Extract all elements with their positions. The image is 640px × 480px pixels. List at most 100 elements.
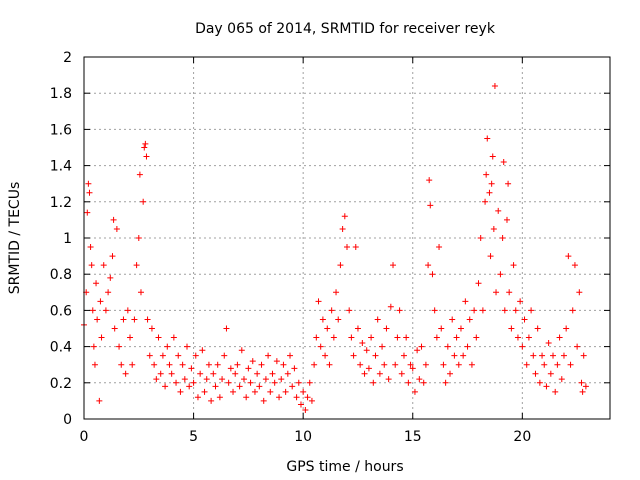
data-point [251, 388, 258, 395]
data-point [409, 365, 416, 372]
data-point [484, 135, 491, 142]
data-point [563, 325, 570, 332]
data-point [295, 379, 302, 386]
y-tick-label: 1.6 [50, 122, 72, 138]
data-point [113, 225, 120, 232]
data-point [582, 383, 589, 390]
data-point [488, 180, 495, 187]
data-point [365, 365, 372, 372]
data-point [223, 325, 230, 332]
y-tick-label: 0.8 [50, 267, 72, 283]
data-point [420, 379, 427, 386]
data-point [479, 307, 486, 314]
data-point [326, 361, 333, 368]
data-point [107, 274, 114, 281]
data-point [471, 307, 478, 314]
data-point [341, 213, 348, 220]
data-point [396, 307, 403, 314]
data-point [508, 325, 515, 332]
data-point [387, 303, 394, 310]
data-point [210, 370, 217, 377]
data-point [558, 376, 565, 383]
data-point [297, 401, 304, 408]
data-point [124, 307, 131, 314]
data-point [91, 361, 98, 368]
data-point [153, 376, 160, 383]
data-point [219, 376, 226, 383]
data-point [348, 334, 355, 341]
data-point [530, 352, 537, 359]
data-point [194, 394, 201, 401]
data-point [411, 388, 418, 395]
data-point [547, 370, 554, 377]
data-point [579, 388, 586, 395]
data-point [499, 235, 506, 241]
data-point [444, 343, 451, 350]
data-point [460, 352, 467, 359]
data-point [486, 189, 493, 196]
data-point [97, 298, 104, 305]
data-point [306, 379, 313, 386]
data-point [135, 235, 142, 241]
y-tick-label: 0.4 [50, 340, 72, 356]
data-point [269, 370, 276, 377]
data-point [236, 383, 243, 390]
data-point [148, 325, 155, 332]
data-point [376, 370, 383, 377]
data-point [416, 376, 423, 383]
data-point [427, 202, 434, 209]
data-point [168, 370, 175, 377]
data-point [186, 383, 193, 390]
data-point [221, 352, 228, 359]
data-point [503, 216, 510, 223]
data-point [429, 271, 436, 278]
data-point [98, 334, 105, 341]
data-point [280, 361, 287, 368]
data-point [208, 397, 215, 404]
data-point [143, 153, 150, 160]
y-tick-label: 1 [63, 231, 72, 247]
x-tick-label: 10 [294, 429, 312, 445]
data-point [324, 325, 331, 332]
data-point [129, 361, 136, 368]
data-point [565, 253, 572, 260]
data-point [146, 352, 153, 359]
data-point [337, 262, 344, 269]
data-point [451, 352, 458, 359]
data-point [442, 379, 449, 386]
data-point [151, 361, 158, 368]
data-point [238, 347, 245, 354]
data-point [289, 383, 296, 390]
data-point [394, 334, 401, 341]
data-point [379, 343, 386, 350]
data-point [89, 307, 96, 314]
data-point [333, 289, 340, 296]
data-point [273, 358, 280, 365]
data-point [569, 307, 576, 314]
data-point [120, 316, 127, 323]
data-point [344, 244, 350, 251]
data-point [497, 271, 504, 278]
data-point [532, 370, 539, 377]
data-point [482, 198, 489, 205]
data-point [501, 307, 508, 314]
data-point [407, 361, 414, 368]
data-point [175, 352, 182, 359]
data-point [84, 209, 91, 216]
data-point [468, 361, 475, 368]
data-point [580, 352, 587, 359]
data-point [436, 244, 443, 251]
data-point [357, 361, 364, 368]
data-point [433, 334, 440, 341]
data-point [155, 334, 162, 341]
data-point [539, 352, 546, 359]
data-point [514, 334, 521, 341]
data-point [370, 379, 377, 386]
data-point [438, 325, 445, 332]
data-point [560, 352, 567, 359]
data-point [284, 370, 291, 377]
data-point [201, 388, 208, 395]
data-point [111, 325, 118, 332]
data-point [109, 253, 116, 260]
data-point [455, 361, 462, 368]
